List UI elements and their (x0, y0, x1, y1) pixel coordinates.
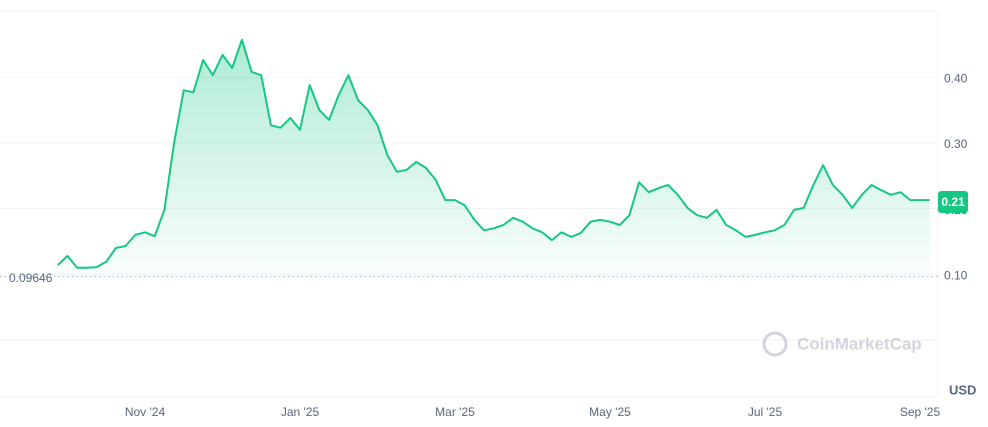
x-tick-label: Jul '25 (748, 405, 783, 419)
price-badge (938, 191, 968, 214)
y-tick-label: 0.40 (944, 71, 968, 85)
x-tick-label: Jan '25 (281, 405, 320, 419)
x-tick-label: May '25 (589, 405, 631, 419)
x-tick-label: Sep '25 (900, 405, 941, 419)
x-tick-label: Nov '24 (125, 405, 166, 419)
watermark: CoinMarketCap (762, 331, 922, 357)
area (57, 39, 930, 277)
price-badge-label: 0.21 (941, 195, 965, 209)
y-tick-label: 0.10 (944, 268, 968, 282)
watermark-logo (762, 331, 788, 357)
reference-label: 0.09646 (9, 271, 53, 285)
x-tick-label: Mar '25 (435, 405, 475, 419)
currency-label: USD (949, 382, 976, 397)
price-line (57, 38, 930, 269)
watermark-text: CoinMarketCap (797, 334, 922, 353)
y-tick-label: 0.30 (944, 137, 968, 151)
